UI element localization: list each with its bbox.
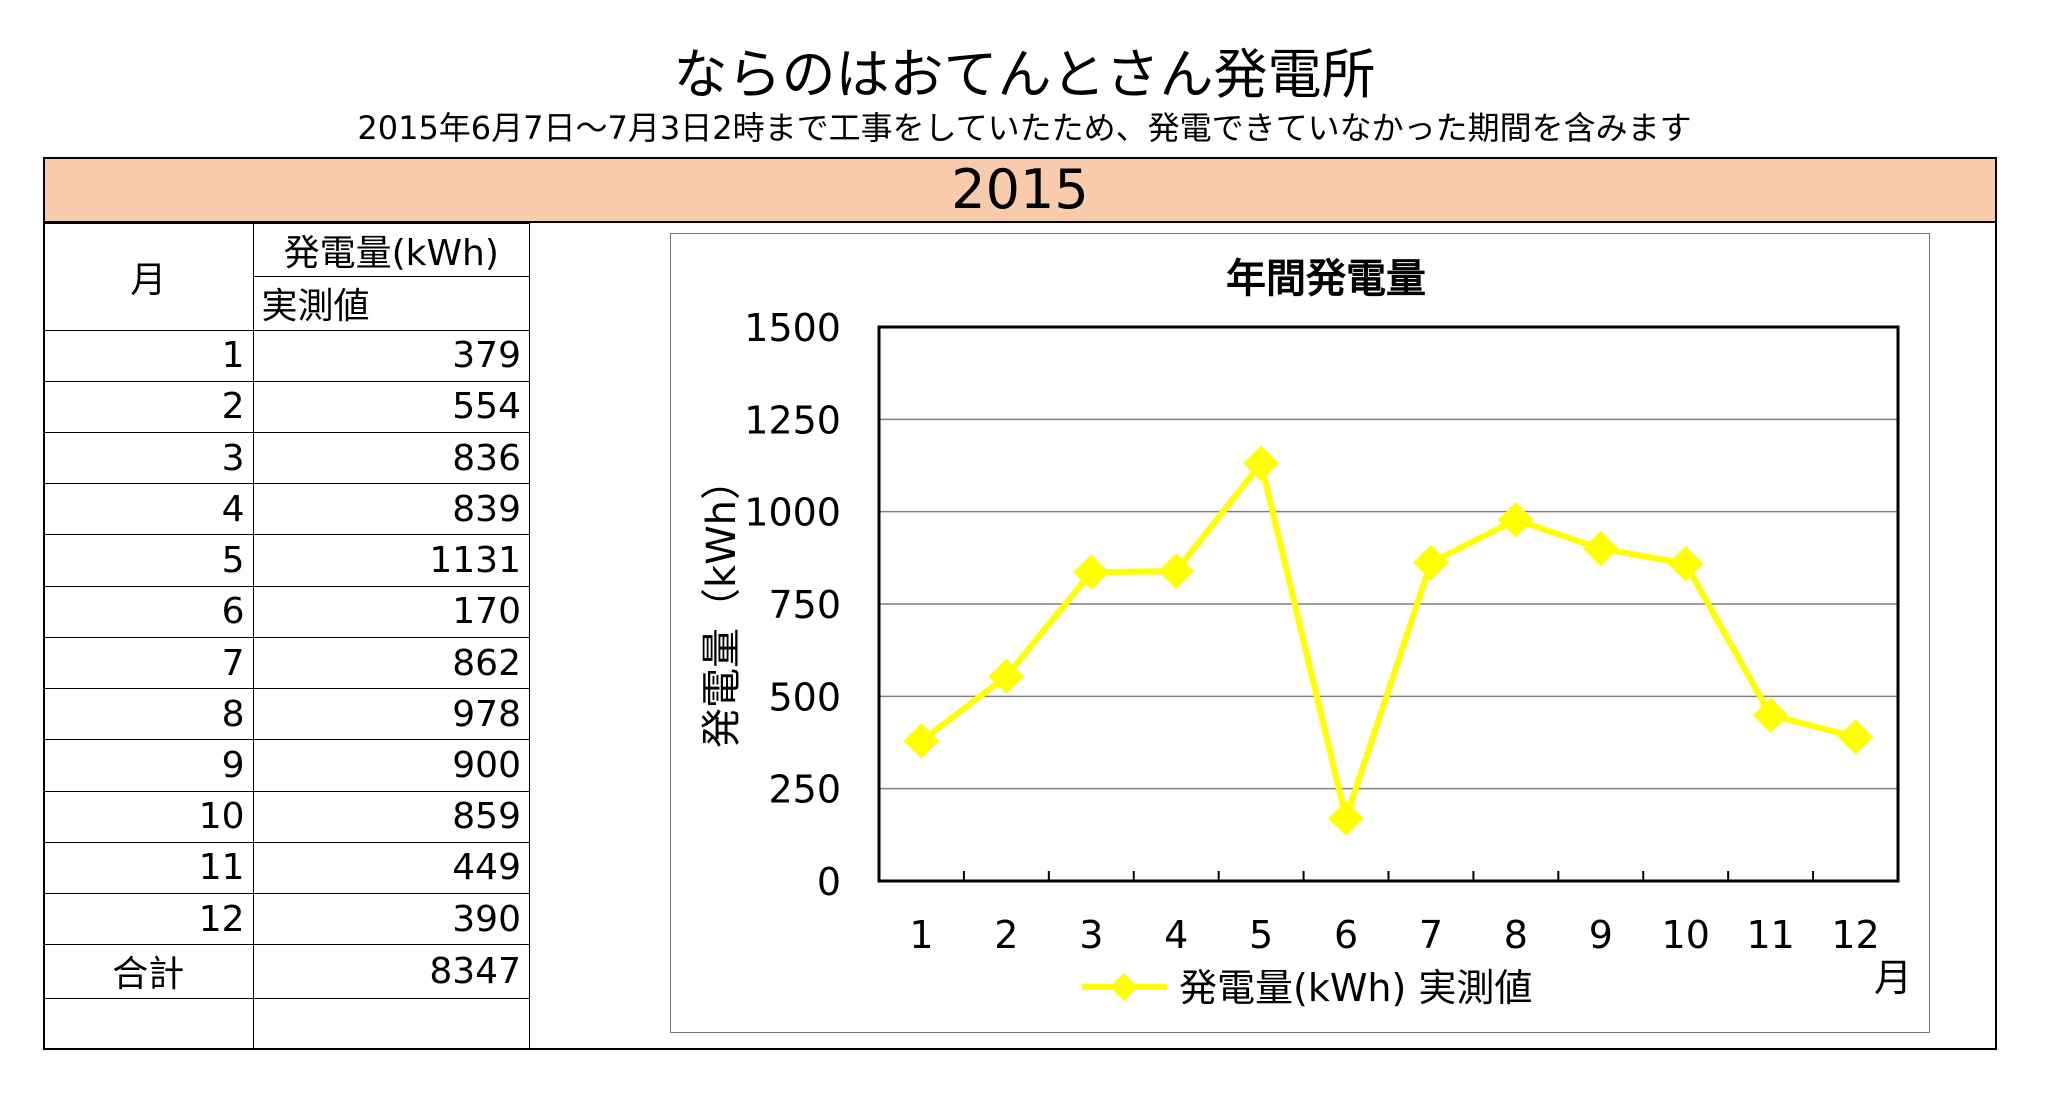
total-value: 8347 — [252, 944, 530, 999]
empty-cell — [43, 997, 254, 1051]
value-cell: 900 — [252, 739, 530, 792]
month-cell: 5 — [43, 534, 254, 587]
table-row: 10 859 — [43, 790, 530, 843]
x-tick-label: 2 — [994, 913, 1018, 957]
x-tick-label: 8 — [1504, 913, 1528, 957]
month-cell: 6 — [43, 585, 254, 638]
data-point — [1837, 719, 1874, 755]
year-banner: 2015 — [43, 157, 1997, 223]
y-tick-label: 250 — [768, 768, 841, 812]
table-row: 4 839 — [43, 483, 530, 536]
x-tick-label: 1 — [909, 913, 933, 957]
y-tick-label: 1250 — [744, 398, 841, 442]
legend-marker — [1110, 973, 1138, 1001]
y-tick-label: 500 — [768, 675, 841, 719]
x-tick-label: 3 — [1079, 913, 1103, 957]
month-cell: 4 — [43, 483, 254, 536]
y-tick-label: 0 — [817, 860, 841, 904]
table-row: 7 862 — [43, 636, 530, 690]
table-row: 9 900 — [43, 739, 530, 792]
table-row: 6 170 — [43, 585, 530, 638]
table-row: 8 978 — [43, 688, 530, 741]
value-cell: 836 — [252, 431, 530, 485]
month-cell: 2 — [43, 380, 254, 433]
data-point — [1498, 502, 1534, 538]
page-subtitle: 2015年6月7日～7月3日2時まで工事をしていたため、発電できていなかった期間… — [357, 109, 1692, 147]
x-tick-label: 6 — [1334, 913, 1358, 957]
month-cell: 11 — [43, 841, 254, 895]
data-point — [1328, 800, 1364, 836]
month-cell: 10 — [43, 790, 254, 843]
series-line — [919, 460, 1857, 822]
data-point — [1413, 544, 1449, 581]
total-label: 合計 — [43, 944, 254, 999]
empty-row — [43, 997, 530, 1051]
data-point — [1073, 554, 1109, 590]
empty-cell — [252, 997, 530, 1051]
monthly-table: 月 発電量(kWh) 実測値 1 379 2 554 3 836 4 839 5 1131… — [43, 222, 530, 1051]
x-tick-label: 10 — [1662, 913, 1710, 957]
data-point — [988, 658, 1025, 695]
month-cell: 7 — [43, 636, 254, 690]
x-tick-label: 9 — [1589, 913, 1613, 957]
y-tick-label: 1500 — [744, 306, 841, 350]
table-row: 3 836 — [43, 431, 530, 485]
x-axis-label: 月 — [1874, 956, 1912, 1000]
y-tick-label: 1000 — [744, 491, 841, 535]
value-cell: 978 — [252, 688, 530, 741]
value-cell: 1131 — [252, 534, 530, 587]
value-cell: 379 — [252, 329, 530, 382]
data-point — [1158, 553, 1194, 589]
page-title: ならのはおてんとさん発電所 — [673, 43, 1376, 106]
month-cell: 8 — [43, 688, 254, 741]
chart-area: 年間発電量 0 250 500 750 1000 1250 1500 1 2 3 4 5 6 7 8 9 10 11… — [670, 233, 1930, 1033]
value-column-header: 発電量(kWh) — [252, 222, 530, 278]
value-cell: 859 — [252, 790, 530, 843]
x-tick-label: 4 — [1164, 913, 1188, 957]
month-column-header: 月 — [43, 223, 254, 331]
value-cell: 449 — [252, 841, 530, 895]
x-tick-label: 7 — [1419, 913, 1443, 957]
value-column-subheader: 実測値 — [252, 276, 530, 331]
table-row: 5 1131 — [43, 534, 530, 587]
data-point — [903, 723, 940, 759]
table-row: 1 379 — [43, 329, 530, 382]
value-cell: 170 — [252, 585, 530, 638]
month-cell: 3 — [43, 431, 254, 485]
value-cell: 554 — [252, 380, 530, 433]
data-point — [1243, 445, 1279, 481]
x-tick-label: 12 — [1831, 913, 1879, 957]
legend-label: 発電量(kWh) 実測値 — [1179, 966, 1532, 1010]
table-row: 12 390 — [43, 893, 530, 946]
table-row: 11 449 — [43, 841, 530, 895]
y-axis-label: 発電量（kWh） — [699, 460, 745, 748]
x-tick-label: 11 — [1746, 913, 1794, 957]
month-cell: 9 — [43, 739, 254, 792]
data-point — [1583, 530, 1619, 567]
total-row: 合計 8347 — [43, 944, 530, 999]
value-cell: 839 — [252, 483, 530, 536]
value-cell: 390 — [252, 893, 530, 946]
y-tick-label: 750 — [768, 583, 841, 627]
chart-title: 年間発電量 — [1226, 256, 1426, 302]
data-point — [1752, 697, 1789, 733]
month-cell: 12 — [43, 893, 254, 946]
data-point — [1668, 546, 1704, 582]
x-tick-label: 5 — [1249, 913, 1273, 957]
table-row: 2 554 — [43, 380, 530, 433]
value-cell: 862 — [252, 636, 530, 690]
month-cell: 1 — [43, 329, 254, 382]
